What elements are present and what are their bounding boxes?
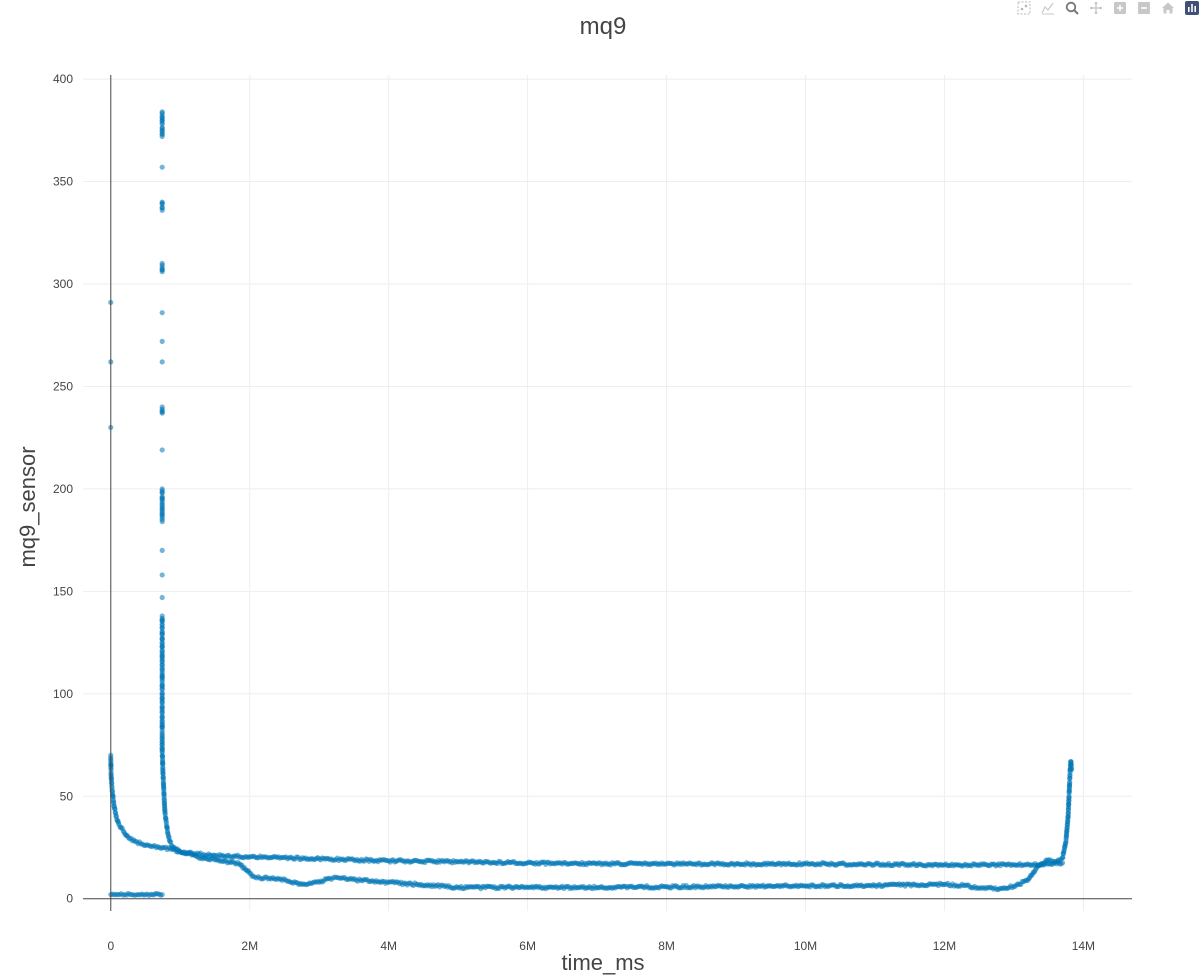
y-tick-label: 400 xyxy=(53,72,73,86)
x-tick-label: 6M xyxy=(519,939,536,953)
data-point xyxy=(160,519,165,524)
chart-title: mq9 xyxy=(580,13,627,40)
y-tick-label: 300 xyxy=(53,277,73,291)
data-point xyxy=(160,447,165,452)
data-point xyxy=(160,339,165,344)
data-point xyxy=(1060,860,1065,865)
x-tick-label: 12M xyxy=(933,939,956,953)
data-point xyxy=(1069,767,1074,772)
y-tick-label: 0 xyxy=(66,892,73,906)
data-point xyxy=(160,310,165,315)
data-point xyxy=(160,165,165,170)
y-tick-label: 350 xyxy=(53,175,73,189)
x-tick-label: 14M xyxy=(1072,939,1095,953)
data-point xyxy=(160,208,165,213)
data-point xyxy=(160,269,165,274)
x-axis-title: time_ms xyxy=(561,950,644,975)
data-point xyxy=(160,410,165,415)
data-point xyxy=(160,359,165,364)
y-tick-label: 250 xyxy=(53,379,73,393)
x-tick-label: 8M xyxy=(658,939,675,953)
y-tick-label: 200 xyxy=(53,482,73,496)
data-point xyxy=(160,892,165,897)
axes: 0 50 100 150 200 250 300 350 400 0 2M 4M 6M 8M 10M 12M 1… xyxy=(53,72,1132,953)
x-tick-label: 10M xyxy=(794,939,817,953)
x-tick-label: 2M xyxy=(241,939,258,953)
data-point xyxy=(160,134,165,139)
data-point xyxy=(160,572,165,577)
y-tick-label: 50 xyxy=(60,789,74,803)
y-tick-label: 100 xyxy=(53,687,73,701)
grid-lines xyxy=(83,75,1132,911)
y-axis-title: mq9_sensor xyxy=(15,446,40,567)
x-tick-label: 0 xyxy=(107,939,114,953)
data-point xyxy=(160,595,165,600)
x-tick-label: 4M xyxy=(380,939,397,953)
data-points xyxy=(108,109,1074,898)
y-tick-label: 150 xyxy=(53,584,73,598)
data-point xyxy=(160,548,165,553)
